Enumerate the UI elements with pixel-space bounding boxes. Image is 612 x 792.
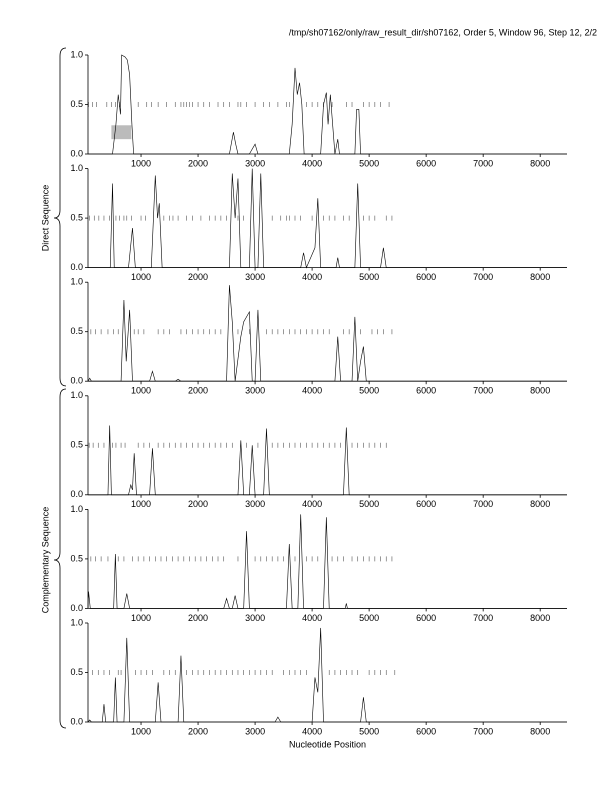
- x-tick-label: 4000: [302, 386, 322, 396]
- x-tick-label: 8000: [530, 726, 550, 736]
- signal-line: [88, 168, 567, 269]
- y-tick-label: 1.0: [70, 163, 83, 173]
- x-tick-label: 6000: [416, 499, 436, 509]
- signal-line: [87, 514, 567, 609]
- y-tick-label: 0.5: [70, 212, 83, 222]
- x-tick-label: 7000: [473, 158, 493, 168]
- y-tick-label: 0.5: [70, 553, 83, 563]
- x-tick-label: 7000: [473, 272, 493, 282]
- y-axis-label: Direct Sequence: [40, 185, 50, 252]
- x-tick-label: 8000: [530, 272, 550, 282]
- x-tick-label: 8000: [530, 499, 550, 509]
- brace: [53, 388, 67, 729]
- x-tick-label: 4000: [302, 613, 322, 623]
- x-tick-label: 2000: [188, 613, 208, 623]
- x-tick-label: 4000: [302, 499, 322, 509]
- y-tick-label: 0.0: [70, 262, 83, 272]
- y-tick-label: 1.0: [70, 277, 83, 287]
- x-tick-label: 6000: [416, 272, 436, 282]
- x-tick-label: 2000: [188, 726, 208, 736]
- x-tick-label: 3000: [245, 158, 265, 168]
- y-tick-label: 0.0: [70, 716, 83, 726]
- x-tick-label: 6000: [416, 158, 436, 168]
- y-tick-label: 0.5: [70, 440, 83, 450]
- x-tick-label: 2000: [188, 386, 208, 396]
- x-tick-label: 7000: [473, 386, 493, 396]
- x-tick-label: 6000: [416, 613, 436, 623]
- x-tick-label: 5000: [359, 272, 379, 282]
- brace: [53, 47, 67, 387]
- y-axis-label: Complementary Sequence: [40, 507, 50, 614]
- y-tick-label: 0.0: [70, 603, 83, 613]
- x-tick-label: 3000: [245, 726, 265, 736]
- signal-line: [87, 285, 567, 382]
- x-tick-label: 4000: [302, 726, 322, 736]
- y-tick-label: 1.0: [70, 390, 83, 400]
- x-tick-label: 2000: [188, 499, 208, 509]
- y-tick-label: 0.5: [70, 99, 83, 109]
- x-tick-label: 1000: [131, 499, 151, 509]
- y-tick-label: 0.0: [70, 376, 83, 386]
- x-tick-label: 2000: [188, 158, 208, 168]
- x-tick-label: 1000: [131, 272, 151, 282]
- x-tick-label: 8000: [530, 386, 550, 396]
- chart-title: /tmp/sh07162/only/raw_result_dir/sh07162…: [289, 27, 597, 37]
- signal-line: [87, 627, 567, 723]
- x-tick-label: 8000: [530, 158, 550, 168]
- x-tick-label: 5000: [359, 386, 379, 396]
- x-tick-label: 1000: [131, 158, 151, 168]
- x-tick-label: 3000: [245, 272, 265, 282]
- x-tick-label: 1000: [131, 386, 151, 396]
- x-tick-label: 5000: [359, 726, 379, 736]
- x-tick-label: 7000: [473, 613, 493, 623]
- x-tick-label: 4000: [302, 158, 322, 168]
- x-tick-label: 5000: [359, 613, 379, 623]
- signal-line: [88, 54, 567, 155]
- y-tick-label: 0.0: [70, 489, 83, 499]
- x-tick-label: 8000: [530, 613, 550, 623]
- x-axis-label: Nucleotide Position: [289, 739, 366, 749]
- x-tick-label: 1000: [131, 726, 151, 736]
- signal-line: [88, 425, 567, 496]
- x-tick-label: 7000: [473, 726, 493, 736]
- highlight-region: [111, 125, 132, 140]
- y-tick-label: 1.0: [70, 504, 83, 514]
- y-tick-label: 0.0: [70, 148, 83, 158]
- x-tick-label: 4000: [302, 272, 322, 282]
- x-tick-label: 1000: [131, 613, 151, 623]
- y-tick-label: 1.0: [70, 49, 83, 59]
- x-tick-label: 3000: [245, 499, 265, 509]
- y-tick-label: 0.5: [70, 326, 83, 336]
- y-tick-label: 0.5: [70, 667, 83, 677]
- x-tick-label: 2000: [188, 272, 208, 282]
- x-tick-label: 7000: [473, 499, 493, 509]
- y-tick-label: 1.0: [70, 617, 83, 627]
- x-tick-label: 3000: [245, 386, 265, 396]
- x-tick-label: 5000: [359, 499, 379, 509]
- x-tick-label: 6000: [416, 386, 436, 396]
- x-tick-label: 6000: [416, 726, 436, 736]
- x-tick-label: 5000: [359, 158, 379, 168]
- x-tick-label: 3000: [245, 613, 265, 623]
